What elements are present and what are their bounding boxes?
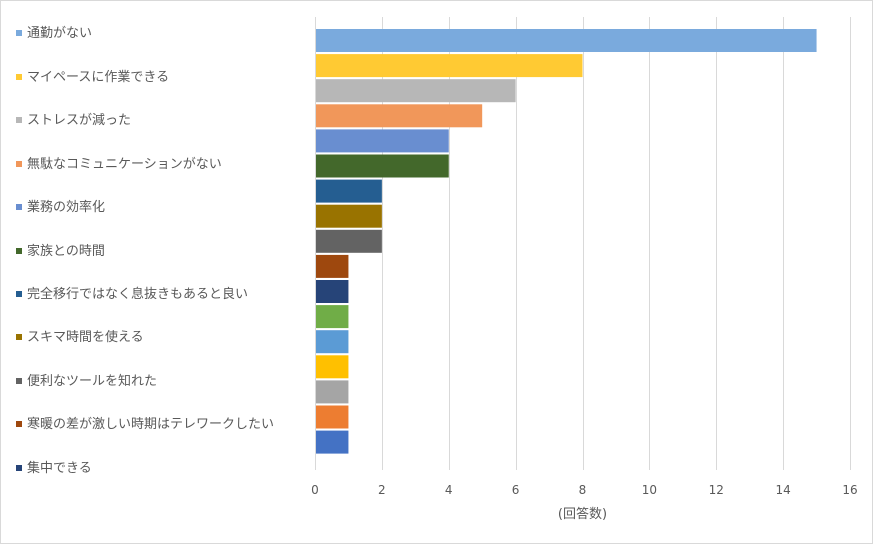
- bar: [316, 129, 449, 153]
- legend-label: 業務の効率化: [27, 200, 106, 215]
- x-tick-label: 6: [512, 483, 520, 497]
- legend-swatch: [16, 333, 22, 340]
- legend-label: 家族との時間: [27, 244, 105, 259]
- x-tick-label: 12: [709, 483, 724, 497]
- bar: [316, 305, 349, 329]
- bar: [316, 204, 382, 228]
- x-tick-label: 2: [378, 483, 386, 497]
- bar: [316, 430, 349, 454]
- bar: [316, 380, 349, 404]
- legend-label: マイペースに作業できる: [27, 70, 170, 85]
- legend-item: スキマ時間を使える: [16, 327, 306, 349]
- x-axis-title: (回答数): [558, 506, 607, 522]
- bar: [316, 79, 516, 103]
- legend-item: マイペースに作業できる: [16, 67, 306, 89]
- bar: [316, 154, 449, 178]
- legend-label: ストレスが減った: [27, 113, 132, 128]
- legend-label: スキマ時間を使える: [27, 330, 144, 345]
- bar: [316, 29, 817, 52]
- legend-label: 便利なツールを知れた: [27, 374, 158, 389]
- legend-label: 通勤がない: [27, 26, 93, 41]
- legend-label: 完全移行ではなく息抜きもあると良い: [27, 287, 249, 302]
- legend-swatch: [16, 73, 22, 80]
- x-tick-label: 0: [311, 483, 319, 497]
- bar: [316, 405, 349, 429]
- legend-item: 完全移行ではなく息抜きもあると良い: [16, 284, 306, 306]
- bar: [316, 179, 382, 203]
- legend-item: 寒暖の差が激しい時期はテレワークしたい: [16, 414, 306, 436]
- legend-item: 通勤がない: [16, 23, 306, 45]
- legend-label: 寒暖の差が激しい時期はテレワークしたい: [27, 417, 275, 432]
- legend-swatch: [16, 29, 22, 36]
- bar: [316, 355, 349, 379]
- legend-label: 無駄なコミュニケーションがない: [27, 157, 222, 172]
- legend-item: 業務の効率化: [16, 197, 306, 219]
- bar: [316, 280, 349, 303]
- legend-item: 無駄なコミュニケーションがない: [16, 154, 306, 176]
- x-tick-label: 10: [642, 483, 657, 497]
- legend-item: 家族との時間: [16, 241, 306, 263]
- legend-swatch: [16, 377, 22, 384]
- bar: [316, 229, 382, 253]
- bar: [316, 104, 483, 128]
- legend-swatch: [16, 464, 22, 471]
- legend-label: 集中できる: [27, 461, 92, 476]
- legend-swatch: [16, 116, 22, 123]
- x-tick-label: 16: [842, 483, 857, 497]
- legend-swatch: [16, 420, 22, 427]
- legend-item: 便利なツールを知れた: [16, 371, 306, 393]
- bar: [316, 254, 349, 278]
- legend-item: 集中できる: [16, 458, 306, 480]
- x-tick-label: 8: [579, 483, 587, 497]
- bar: [316, 54, 583, 78]
- bar: [316, 330, 349, 354]
- legend-item: ストレスが減った: [16, 110, 306, 132]
- x-tick-label: 14: [775, 483, 790, 497]
- legend-swatch: [16, 247, 22, 254]
- legend-swatch: [16, 160, 22, 167]
- x-tick-label: 4: [445, 483, 453, 497]
- legend-swatch: [16, 290, 22, 297]
- legend-swatch: [16, 203, 22, 210]
